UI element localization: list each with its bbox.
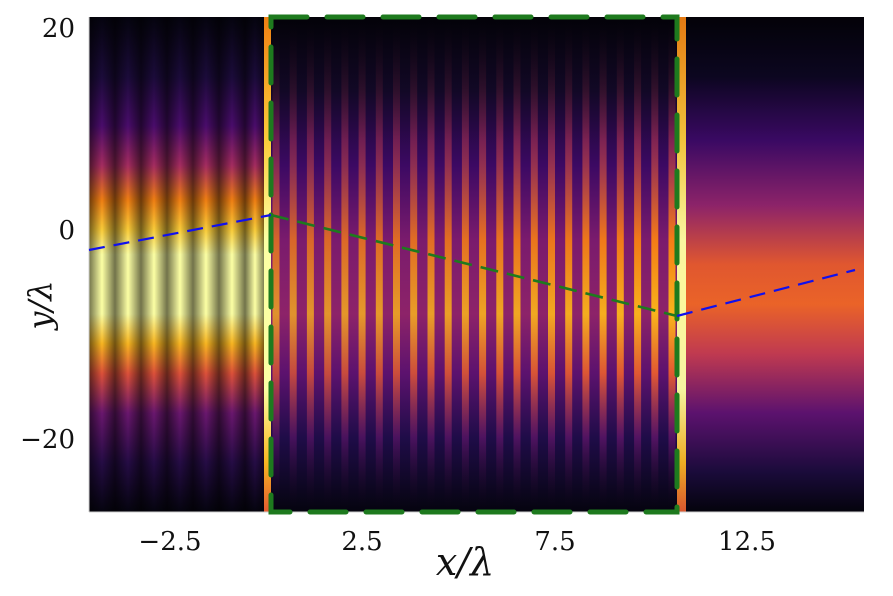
slab-fringes (272, 17, 676, 512)
y-tick-label: 20 (41, 14, 75, 44)
x-axis-label: x/λ (435, 540, 495, 584)
slab-outline (268, 14, 680, 515)
y-tick-label: 0 (58, 216, 75, 246)
outgoing-ray (676, 268, 856, 318)
right-interface-glow (677, 17, 686, 512)
x-tick-label: 12.5 (718, 527, 776, 557)
x-tick-label: −2.5 (138, 527, 202, 557)
transmitted-region (677, 17, 864, 512)
refracted-ray (270, 213, 678, 318)
y-axis-label: y/λ (21, 280, 59, 330)
y-tick-label: −20 (20, 425, 75, 455)
left-interface-glow (264, 17, 271, 512)
x-tick-label: 7.5 (534, 527, 576, 557)
x-tick-label: 2.5 (341, 527, 383, 557)
incident-fringes (89, 17, 265, 512)
incident-ray (88, 213, 272, 252)
slab-region (271, 17, 677, 512)
